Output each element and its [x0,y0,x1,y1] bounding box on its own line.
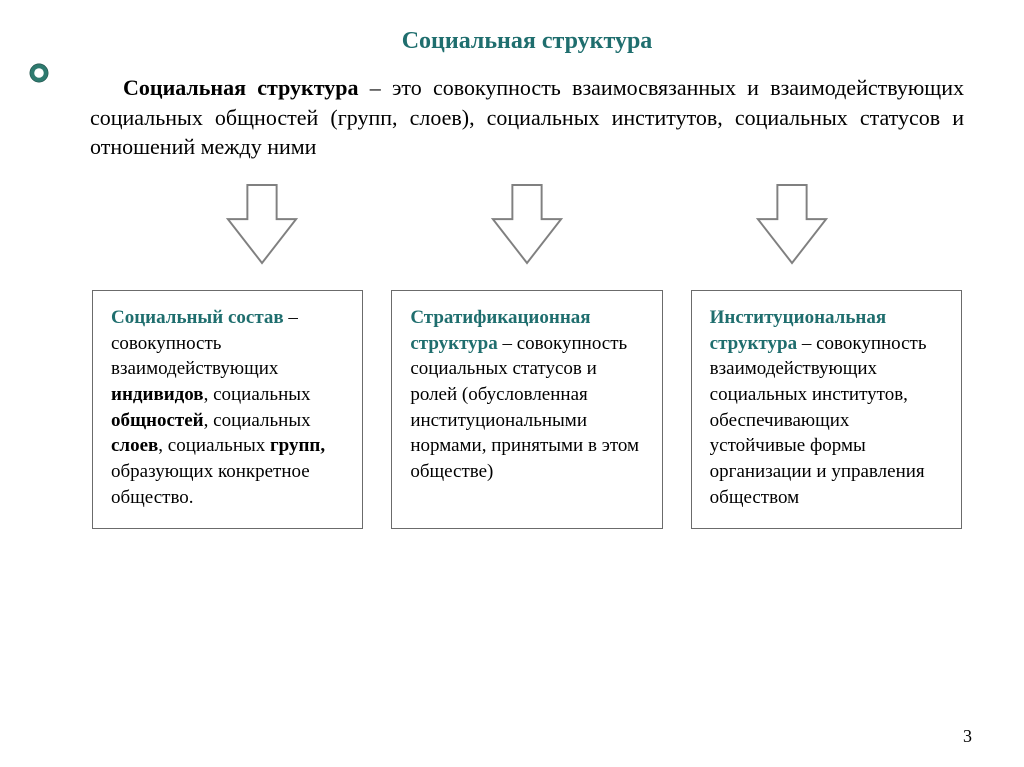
box-heading: Социальный состав [111,307,284,328]
slide-title: Социальная структура [90,28,964,55]
down-arrow-icon [753,180,831,268]
box-body: – совокупность взаимодействующих индивид… [111,307,325,507]
definition-paragraph: Социальная структура – это совокупность … [90,73,964,162]
arrows-row [90,180,964,268]
down-arrow-icon [223,180,301,268]
down-arrow-icon [488,180,566,268]
box-body: – совокупность социальных статусов и рол… [410,333,639,482]
box-body: – совокупность взаимодействующих социаль… [710,333,927,508]
box-stratification-structure: Стратификационная структура – совокупнос… [391,290,662,529]
box-institutional-structure: Институциональная структура – совокупнос… [691,290,962,529]
boxes-row: Социальный состав – совокупность взаимод… [90,290,964,529]
slide-bullet-icon [28,62,50,84]
page-number: 3 [963,726,972,747]
box-social-composition: Социальный состав – совокупность взаимод… [92,290,363,529]
definition-term: Социальная структура [123,75,358,100]
